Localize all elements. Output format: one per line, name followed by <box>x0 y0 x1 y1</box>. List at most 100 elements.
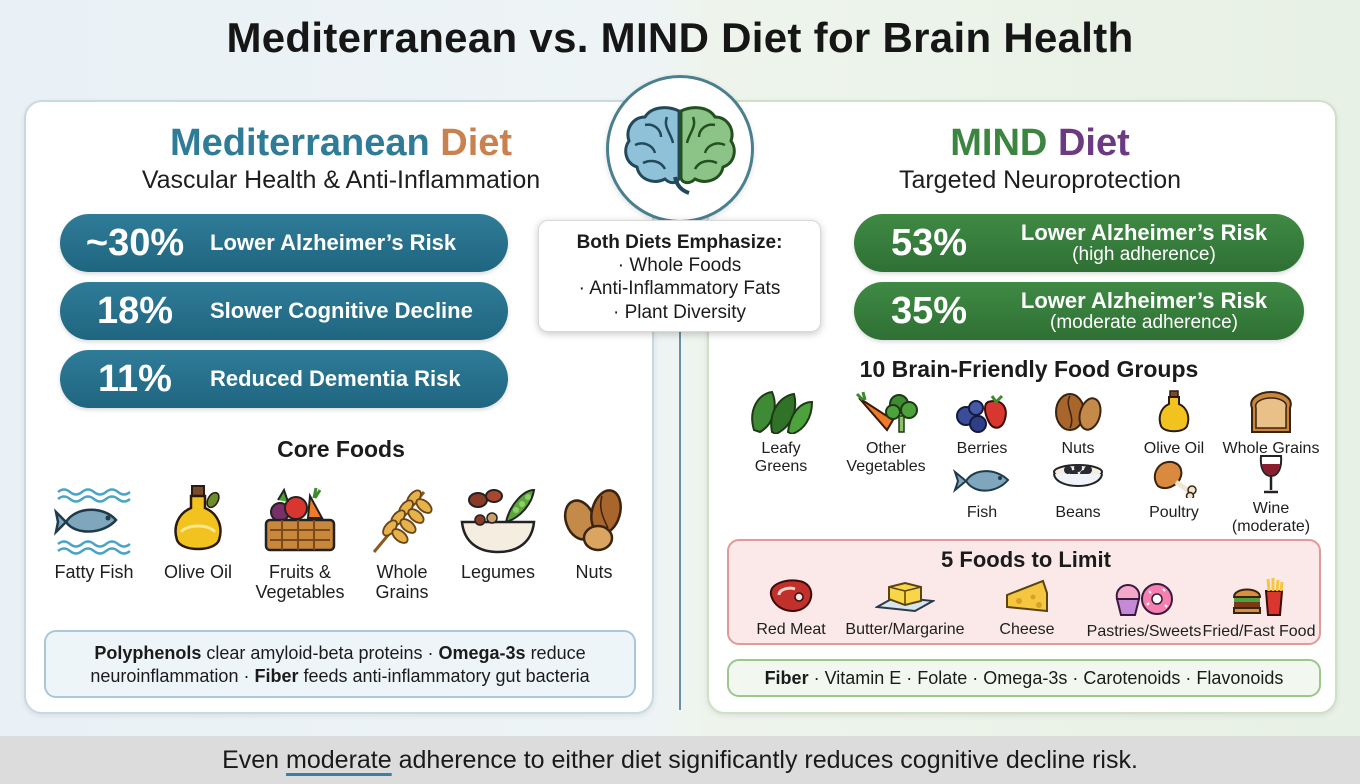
olive-oil-icon <box>174 485 222 551</box>
mind-title-word: MIND <box>950 122 1048 164</box>
basket-icon <box>264 487 336 552</box>
olive-oil-icon <box>1158 390 1190 433</box>
group-poultry: Poultry <box>1129 456 1219 522</box>
mind-subtitle: Targeted Neuroprotection <box>898 166 1182 194</box>
mediterranean-mechanisms-box: Polyphenols clear amyloid-beta proteins … <box>44 630 636 698</box>
nuts-icon <box>1055 393 1102 431</box>
stat-sublabel: (high adherence) <box>1072 243 1216 265</box>
food-fatty-fish: Fatty Fish <box>44 484 144 582</box>
group-other-vegetables: Other Vegetables <box>835 390 937 476</box>
fast-food-icon <box>1232 578 1284 616</box>
foods-to-limit-box: 5 Foods to Limit Red Meat Butter/Margari… <box>727 539 1321 645</box>
limit-cheese: Cheese <box>979 577 1075 639</box>
stat-value: 11% <box>98 357 172 400</box>
food-fruits-vegetables: Fruits & Vegetables <box>242 484 358 602</box>
food-label: Olive Oil <box>163 562 232 582</box>
food-label: Fatty Fish <box>54 562 134 582</box>
stat-pill-dementia: 11% Reduced Dementia Risk <box>60 350 508 408</box>
pastry-icon <box>1115 583 1173 616</box>
info-bold: Fiber <box>254 666 299 687</box>
page-title: Mediterranean vs. MIND Diet for Brain He… <box>226 14 1134 61</box>
group-label: Olive Oil <box>1143 440 1205 457</box>
legumes-icon <box>460 488 536 554</box>
group-nuts: Nuts <box>1033 390 1123 458</box>
group-label: Beans <box>1055 504 1101 521</box>
group-label: Whole Grains <box>1222 440 1320 457</box>
leafy-greens-icon <box>751 390 814 434</box>
group-label: Nuts <box>1061 440 1095 457</box>
limit-fast-food: Fried/Fast Food <box>1195 577 1323 641</box>
group-leafy-greens: Leafy Greens <box>733 390 829 476</box>
limit-label: Cheese <box>999 621 1055 638</box>
fish-icon <box>54 488 131 555</box>
info-text: reduce neuroinflammation · <box>90 643 586 687</box>
limit-pastries: Pastries/Sweets <box>1081 577 1207 641</box>
foods-to-limit-heading: 5 Foods to Limit <box>941 547 1111 572</box>
info-text: feeds anti-inflammatory gut bacteria <box>298 666 590 687</box>
group-label: Other Vegetables <box>846 440 926 475</box>
limit-label: Pastries/Sweets <box>1086 623 1202 640</box>
brain-icon <box>624 106 736 195</box>
steak-icon <box>769 579 813 612</box>
both-diets-item: · Whole Foods <box>617 255 742 277</box>
stat-pill-high-adherence: 53% Lower Alzheimer’s Risk (high adheren… <box>854 214 1304 272</box>
food-whole-grains: Whole Grains <box>354 484 450 602</box>
wine-icon <box>1259 455 1283 494</box>
brain-emblem <box>606 75 754 223</box>
limit-butter: Butter/Margarine <box>837 577 973 639</box>
limit-label: Fried/Fast Food <box>1202 623 1316 640</box>
stat-pill-alzheimers: ~30% Lower Alzheimer’s Risk <box>60 214 508 272</box>
nutrient-list: · Vitamin E · Folate · Omega-3s · Carote… <box>808 668 1284 688</box>
stat-sublabel: (moderate adherence) <box>1050 311 1238 333</box>
food-groups-heading: 10 Brain-Friendly Food Groups <box>859 356 1199 382</box>
mediterranean-subtitle: Vascular Health & Anti-Inflammation <box>141 166 541 194</box>
group-wine: Wine (moderate) <box>1215 454 1327 536</box>
group-label: Wine (moderate) <box>1231 500 1311 535</box>
wheat-icon <box>372 489 433 553</box>
stat-label: Lower Alzheimer’s Risk <box>1020 220 1268 246</box>
poultry-icon <box>1153 460 1197 498</box>
group-label: Berries <box>956 440 1008 457</box>
mind-title-diet: Diet <box>1057 122 1130 164</box>
mind-panel: MIND Diet Targeted Neuroprotection 53% L… <box>707 100 1337 714</box>
stat-label: Reduced Dementia Risk <box>210 366 461 391</box>
core-foods-heading: Core Foods <box>277 436 405 462</box>
stat-pill-cognitive: 18% Slower Cognitive Decline <box>60 282 508 340</box>
food-label: Fruits & Vegetables <box>255 562 345 603</box>
stat-label: Lower Alzheimer’s Risk <box>1020 288 1268 314</box>
group-whole-grains: Whole Grains <box>1215 390 1327 458</box>
stat-label: Slower Cognitive Decline <box>210 298 473 323</box>
mediterranean-title-word: Mediterranean <box>169 122 430 164</box>
mind-title: MIND Diet <box>725 122 1355 165</box>
food-label: Legumes <box>460 562 536 582</box>
food-label: Whole Grains <box>375 562 429 603</box>
bread-icon <box>1250 390 1292 433</box>
info-text: clear amyloid-beta proteins · <box>201 643 439 663</box>
center-divider <box>679 190 681 710</box>
stat-value: 18% <box>96 289 174 332</box>
mediterranean-title-diet: Diet <box>440 122 513 164</box>
mediterranean-panel: Mediterranean Diet Vascular Health & Ant… <box>24 100 654 714</box>
both-diets-item: · Plant Diversity <box>612 301 747 323</box>
stat-label-group: Lower Alzheimer’s Risk (high adherence) <box>1004 221 1284 264</box>
group-fish: Fish <box>937 464 1027 522</box>
limit-label: Red Meat <box>756 621 826 638</box>
butter-icon <box>875 581 935 613</box>
stat-value: 35% <box>890 289 968 332</box>
stat-label: Lower Alzheimer’s Risk <box>210 230 457 255</box>
limit-label: Butter/Margarine <box>845 621 965 638</box>
food-nuts: Nuts <box>544 484 644 582</box>
group-label: Fish <box>966 504 998 521</box>
beans-icon <box>1053 464 1103 487</box>
stat-value: 53% <box>890 221 968 264</box>
group-label: Leafy Greens <box>754 440 808 475</box>
nuts-icon <box>563 489 622 552</box>
group-berries: Berries <box>937 390 1027 458</box>
mediterranean-title: Mediterranean Diet <box>26 122 656 165</box>
berries-icon <box>956 394 1007 433</box>
vegetables-icon <box>855 391 918 433</box>
fish-icon <box>952 469 1010 493</box>
footer-highlight: moderate <box>286 746 392 774</box>
group-beans: Beans <box>1033 460 1123 522</box>
food-olive-oil: Olive Oil <box>148 484 248 582</box>
